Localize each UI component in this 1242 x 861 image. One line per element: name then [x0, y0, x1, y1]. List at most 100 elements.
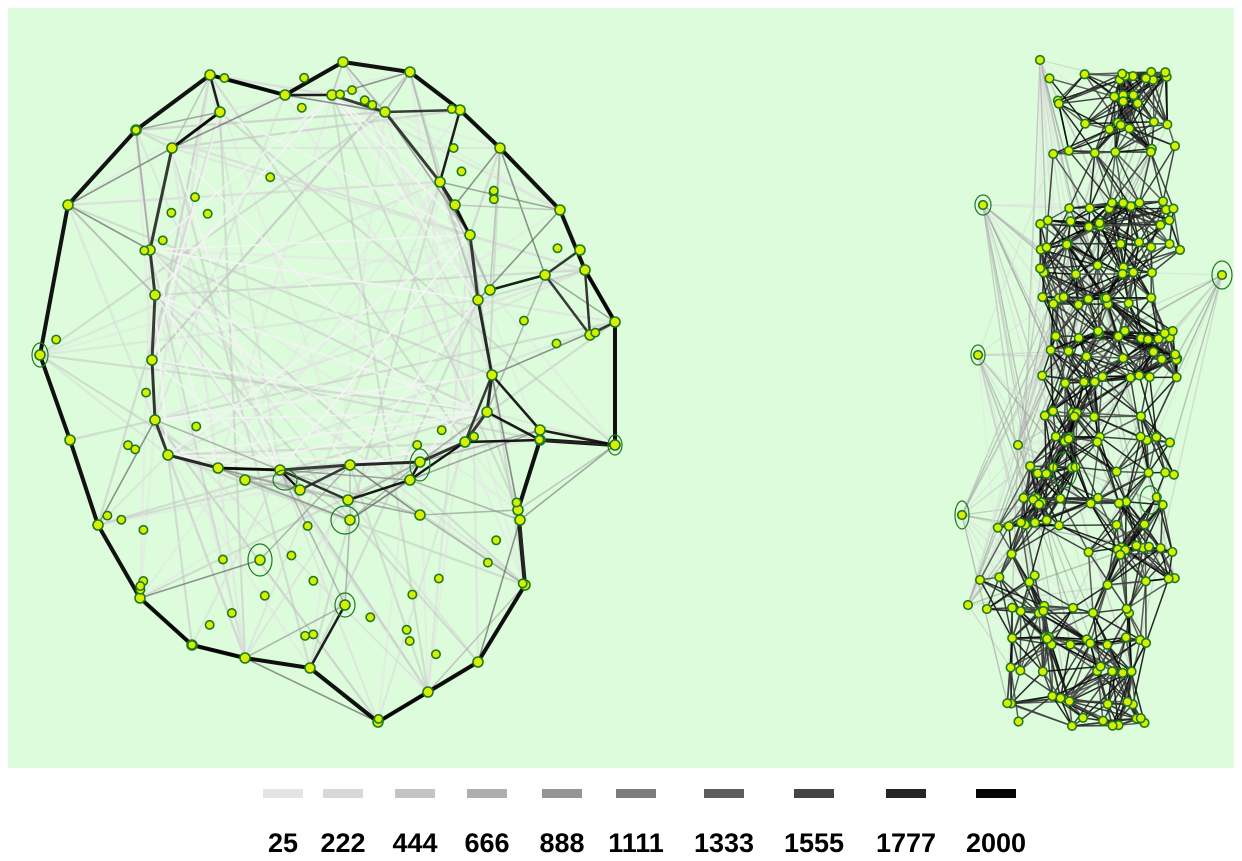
graph-edge	[208, 74, 222, 113]
node-halo	[954, 500, 970, 530]
graph-edge	[516, 439, 542, 511]
node-halo	[272, 469, 298, 491]
graph-node	[482, 557, 493, 568]
graph-node	[459, 436, 471, 448]
graph-node	[1013, 716, 1024, 727]
graph-edge	[67, 180, 441, 207]
graph-edge	[583, 269, 592, 336]
graph-edge	[1063, 296, 1119, 337]
legend-label: 1111	[608, 828, 664, 858]
graph-edge	[1122, 202, 1140, 243]
graph-edge	[1097, 497, 1122, 548]
graph-edge	[1049, 77, 1115, 98]
graph-edge	[217, 466, 281, 472]
graph-edge	[1101, 376, 1142, 417]
graph-node	[1115, 120, 1126, 131]
graph-edge	[967, 553, 1013, 606]
graph-node	[1119, 325, 1130, 336]
graph-node	[92, 519, 104, 531]
graph-edge	[1115, 436, 1142, 473]
legend-item: 1777	[866, 780, 946, 859]
graph-node	[1063, 346, 1074, 357]
graph-edge	[1105, 271, 1153, 299]
graph-node	[1117, 68, 1128, 79]
legend-item: 1111	[596, 780, 676, 859]
graph-edge	[476, 583, 527, 664]
graph-edge	[486, 410, 541, 442]
graph-edge	[1064, 382, 1095, 418]
graph-edge	[477, 298, 616, 324]
graph-edge	[1087, 552, 1094, 613]
graph-edge	[1043, 605, 1088, 640]
graph-edge	[1078, 298, 1090, 339]
graph-edge	[1058, 73, 1086, 105]
graph-edge	[1099, 222, 1161, 226]
graph-node	[139, 245, 150, 256]
graph-node	[1012, 439, 1024, 451]
graph-node	[1106, 197, 1118, 208]
graph-edge	[1099, 208, 1167, 224]
graph-node	[1025, 460, 1036, 472]
graph-node	[404, 474, 416, 486]
legend-swatch	[616, 789, 656, 798]
graph-node	[481, 406, 493, 418]
graph-edge	[1029, 416, 1075, 467]
graph-node	[166, 142, 178, 154]
graph-edge	[419, 514, 526, 586]
graph-edge	[982, 204, 1054, 305]
graph-edge	[1039, 59, 1120, 81]
graph-node	[414, 456, 426, 468]
graph-edge	[1010, 671, 1044, 705]
graph-edge	[1096, 441, 1120, 504]
graph-edge	[299, 463, 351, 492]
graph-edge	[1036, 416, 1076, 474]
graph-node	[434, 176, 446, 188]
graph-edge	[279, 469, 346, 606]
graph-node	[373, 713, 384, 724]
graph-edge	[967, 96, 1116, 606]
graph-edge	[1057, 244, 1068, 299]
legend-label: 25	[267, 828, 299, 858]
graph-node	[1048, 148, 1059, 160]
graph-edge	[138, 249, 152, 599]
graph-node	[1120, 632, 1132, 643]
graph-node	[974, 574, 986, 586]
graph-edge	[464, 438, 541, 444]
graph-edge	[1114, 151, 1141, 204]
graph-edge	[1097, 472, 1149, 499]
graph-edge	[1094, 124, 1122, 154]
graph-node	[1060, 378, 1071, 389]
graph-edge	[1041, 335, 1057, 376]
node-halo	[970, 344, 986, 366]
graph-edge	[150, 294, 157, 361]
graph-node	[190, 192, 201, 203]
graph-edge	[1102, 670, 1132, 722]
graph-edge	[485, 411, 520, 511]
graph-node	[1118, 96, 1129, 107]
graph-edge	[1010, 670, 1022, 704]
graph-node	[430, 649, 441, 660]
graph-edge	[1137, 71, 1166, 104]
graph-edge	[997, 465, 1031, 529]
graph-edge	[1008, 503, 1040, 527]
graph-edge	[67, 204, 151, 251]
graph-edge	[1114, 151, 1124, 204]
graph-node	[1124, 123, 1135, 134]
graph-edge	[1048, 77, 1086, 125]
graph-node	[962, 599, 974, 611]
graph-edge	[150, 359, 157, 421]
graph-edge	[419, 440, 466, 464]
graph-node	[1111, 466, 1122, 477]
graph-node	[1148, 346, 1159, 357]
graph-node	[1102, 579, 1113, 590]
graph-node	[265, 172, 276, 183]
graph-node	[1160, 67, 1171, 78]
graph-node	[1140, 637, 1152, 649]
graph-node	[1102, 639, 1113, 650]
graph-edge	[1068, 376, 1104, 438]
graph-edge	[498, 146, 562, 212]
graph-edge	[1083, 381, 1101, 438]
graph-edge	[1127, 246, 1152, 304]
graph-edge	[259, 464, 351, 561]
graph-edge	[1122, 357, 1151, 378]
